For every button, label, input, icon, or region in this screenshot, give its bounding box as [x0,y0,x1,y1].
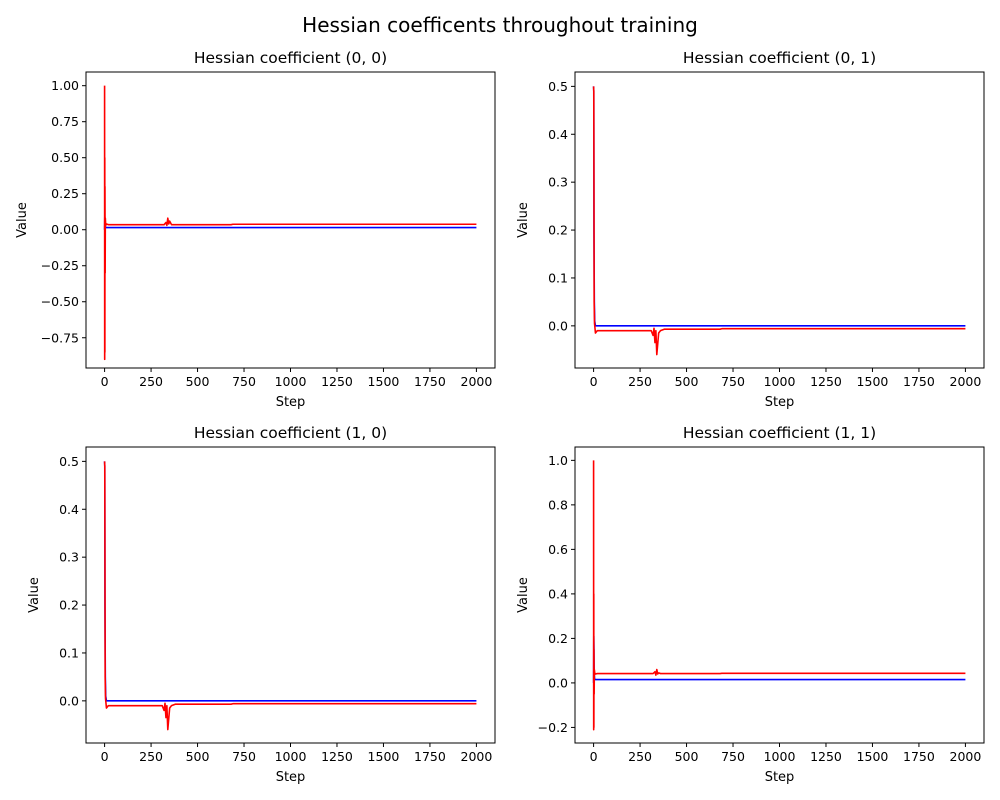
x-tick-label: 0 [590,749,598,764]
y-tick-label: 0.25 [51,186,79,201]
x-tick-label: 250 [139,749,163,764]
y-tick-label: 0.2 [548,631,568,646]
x-tick-label: 2000 [461,749,493,764]
axes-frame [574,71,985,369]
axes-frame [85,71,496,369]
x-tick-label: 2000 [461,374,493,389]
y-tick-label: 0.1 [548,270,568,285]
x-tick-label: 1500 [857,374,889,389]
axes-frame [85,446,496,744]
series-line-0 [103,215,477,230]
x-axis-label: Step [765,770,795,785]
series-line-1 [103,85,477,361]
x-tick-label: 1750 [414,374,446,389]
y-tick-label: 0.0 [548,318,568,333]
y-tick-label: 0.50 [51,150,79,165]
x-tick-label: 2000 [950,749,982,764]
subplot-title: Hessian coefficient (0, 1) [683,49,876,67]
x-tick-label: 250 [628,749,652,764]
y-tick-label: 0.4 [548,127,568,142]
y-tick-label: 0.0 [59,693,79,708]
y-tick-label: −0.75 [41,330,79,345]
x-axis-label: Step [765,395,795,410]
series-line-0 [592,86,966,327]
x-tick-label: 500 [186,749,210,764]
series-line-1 [592,86,966,356]
y-tick-label: 0.2 [548,223,568,238]
series-line-0 [103,461,477,702]
x-tick-label: 1250 [810,374,842,389]
subplot-title: Hessian coefficient (1, 0) [194,424,387,442]
y-tick-label: 0.4 [59,502,79,517]
y-tick-label: 1.0 [548,453,568,468]
x-tick-label: 500 [675,374,699,389]
y-axis-label: Value [27,577,42,613]
x-tick-label: 1750 [903,374,935,389]
y-tick-label: 0.3 [59,550,79,565]
x-tick-label: 750 [721,749,745,764]
y-tick-label: −0.25 [41,258,79,273]
y-tick-label: 0.1 [59,645,79,660]
y-axis-label: Value [516,577,531,613]
x-tick-label: 1750 [414,749,446,764]
y-tick-label: 0.4 [548,586,568,601]
x-tick-label: 1750 [903,749,935,764]
figure-title: Hessian coefficents throughout training [302,13,698,37]
x-axis-label: Step [276,770,306,785]
x-tick-label: 1250 [321,374,353,389]
x-tick-label: 500 [675,749,699,764]
y-tick-label: 0.00 [51,222,79,237]
x-tick-label: 250 [628,374,652,389]
y-tick-label: 0.5 [59,454,79,469]
y-tick-label: 0.75 [51,114,79,129]
subplot-1: 0 250 500 750 1000 1250 1500 1750 2000 0.0 0.1 0.2 0… [516,49,985,410]
x-tick-label: 1250 [321,749,353,764]
x-tick-label: 0 [590,374,598,389]
x-tick-label: 500 [186,374,210,389]
y-tick-label: 0.0 [548,675,568,690]
subplots: 0 250 500 750 1000 1250 1500 1750 2000 −0.75 −0.50… [15,49,985,785]
y-tick-label: 0.5 [548,79,568,94]
x-tick-label: 0 [101,749,109,764]
series-line-0 [592,635,966,683]
axes-frame [574,446,985,744]
subplot-title: Hessian coefficient (0, 0) [194,49,387,67]
x-tick-label: 750 [232,374,256,389]
y-tick-label: 0.3 [548,175,568,190]
y-tick-label: −0.50 [41,294,79,309]
x-tick-label: 0 [101,374,109,389]
x-tick-label: 1000 [764,374,796,389]
x-tick-label: 1250 [810,749,842,764]
y-tick-label: 0.2 [59,598,79,613]
y-tick-label: −0.2 [538,720,568,735]
y-tick-label: 0.6 [548,542,568,557]
x-tick-label: 1000 [764,749,796,764]
subplot-2: 0 250 500 750 1000 1250 1500 1750 2000 0.0 0.1 0.2 0… [27,424,496,785]
x-tick-label: 750 [721,374,745,389]
x-tick-label: 750 [232,749,256,764]
subplot-title: Hessian coefficient (1, 1) [683,424,876,442]
y-tick-label: 0.8 [548,497,568,512]
y-axis-label: Value [15,202,30,238]
x-tick-label: 1000 [275,749,307,764]
x-tick-label: 1500 [368,749,400,764]
series-line-1 [592,460,966,731]
subplot-0: 0 250 500 750 1000 1250 1500 1750 2000 −0.75 −0.50… [15,49,496,410]
x-axis-label: Step [276,395,306,410]
subplot-3: 0 250 500 750 1000 1250 1500 1750 2000 −0.2 0.0 0.2… [516,424,985,785]
x-tick-label: 250 [139,374,163,389]
y-axis-label: Value [516,202,531,238]
x-tick-label: 1000 [275,374,307,389]
y-tick-label: 1.00 [51,78,79,93]
x-tick-label: 2000 [950,374,982,389]
x-tick-label: 1500 [857,749,889,764]
series-line-1 [103,461,477,731]
x-tick-label: 1500 [368,374,400,389]
